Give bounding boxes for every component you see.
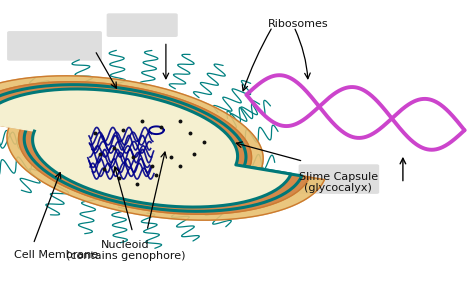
Text: Cell Membrane: Cell Membrane [14,250,99,260]
Polygon shape [0,82,310,214]
FancyBboxPatch shape [7,31,102,61]
Text: Nucleoid
(contains genophore): Nucleoid (contains genophore) [66,240,185,261]
Text: Slime Capsule
(glycocalyx): Slime Capsule (glycocalyx) [299,172,378,193]
Polygon shape [0,76,324,220]
Text: Ribosomes: Ribosomes [268,19,328,29]
Polygon shape [0,89,291,207]
FancyBboxPatch shape [299,164,379,194]
FancyBboxPatch shape [107,13,178,37]
